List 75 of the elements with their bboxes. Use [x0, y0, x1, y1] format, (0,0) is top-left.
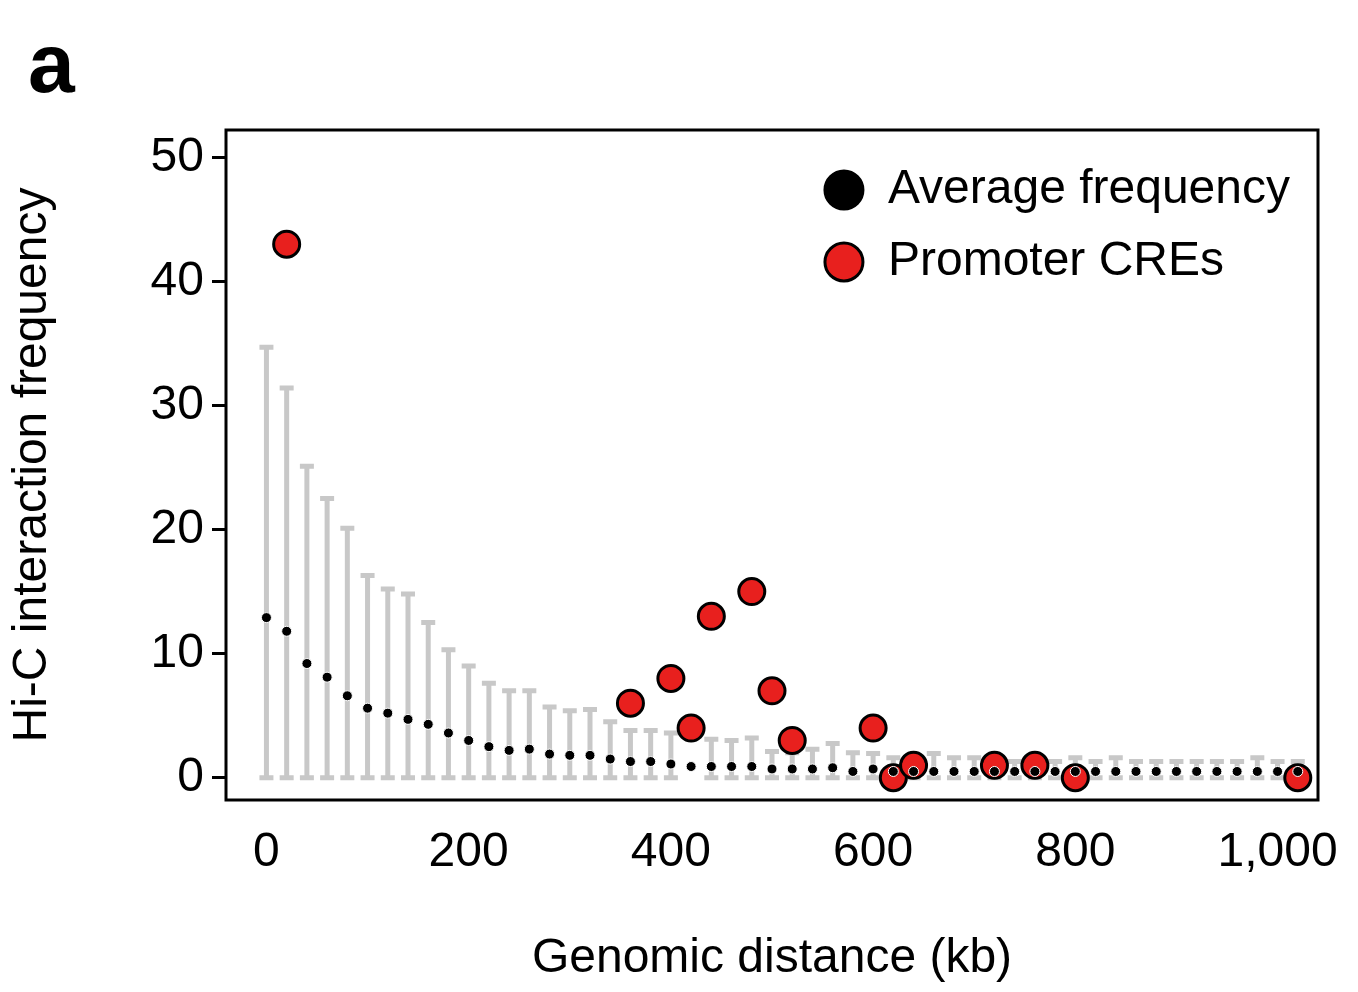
point: [847, 765, 859, 777]
point: [422, 718, 434, 730]
x-tick-label: 1,000: [1217, 823, 1338, 877]
x-tick-label: 600: [833, 823, 914, 877]
point: [1251, 765, 1263, 777]
point: [676, 713, 706, 743]
point: [948, 765, 960, 777]
point: [402, 713, 414, 725]
x-tick-label: 200: [428, 823, 509, 877]
point: [523, 743, 535, 755]
point: [867, 763, 879, 775]
legend-label: Promoter CREs: [887, 232, 1225, 286]
point: [705, 761, 717, 772]
point: [1090, 765, 1102, 777]
point: [665, 758, 677, 770]
y-tick-label: 10: [150, 623, 204, 677]
point: [1292, 765, 1304, 777]
point: [887, 765, 899, 777]
point: [757, 676, 787, 706]
point: [1191, 765, 1203, 777]
point: [260, 612, 272, 624]
y-axis-title: Hi-C interaction frequency: [3, 187, 57, 743]
point: [786, 763, 798, 775]
point: [321, 671, 333, 683]
point: [696, 601, 726, 631]
y-tick-label: 0: [177, 747, 204, 801]
point: [463, 734, 475, 746]
point: [442, 727, 454, 739]
point: [806, 763, 818, 775]
x-axis-title: Genomic distance (kb): [531, 929, 1013, 983]
point: [1110, 765, 1122, 777]
point: [341, 690, 353, 702]
point: [1170, 765, 1182, 777]
point: [737, 577, 767, 607]
point: [858, 713, 888, 743]
point: [272, 229, 302, 259]
point: [1150, 765, 1162, 777]
point: [564, 749, 576, 761]
point: [766, 763, 778, 775]
y-tick-label: 20: [150, 499, 204, 553]
point: [656, 663, 686, 693]
point: [1009, 765, 1021, 777]
point: [615, 688, 645, 718]
y-tick-label: 50: [150, 127, 204, 181]
point: [1272, 765, 1284, 777]
point: [624, 756, 636, 768]
point: [362, 702, 374, 714]
point: [1130, 765, 1142, 777]
point: [685, 761, 697, 772]
point: [746, 761, 758, 772]
point: [604, 753, 616, 765]
point: [726, 761, 738, 772]
point: [968, 765, 980, 777]
text: a: [28, 16, 76, 110]
x-tick-label: 400: [630, 823, 711, 877]
point: [1231, 765, 1243, 777]
legend-label: Average frequency: [887, 160, 1290, 214]
point: [928, 765, 940, 777]
point: [584, 749, 596, 761]
point: [645, 756, 657, 768]
x-tick-label: 0: [253, 823, 280, 877]
point: [827, 762, 839, 774]
point: [301, 658, 313, 670]
point: [1049, 765, 1061, 777]
y-tick-label: 40: [150, 251, 204, 305]
x-tick-label: 800: [1035, 823, 1116, 877]
point: [503, 744, 515, 756]
point: [1069, 765, 1081, 777]
point: [1211, 765, 1223, 777]
point: [483, 741, 495, 753]
point: [281, 625, 293, 637]
point: [382, 707, 394, 719]
point: [544, 748, 556, 760]
y-tick-label: 30: [150, 375, 204, 429]
point: [777, 725, 807, 755]
